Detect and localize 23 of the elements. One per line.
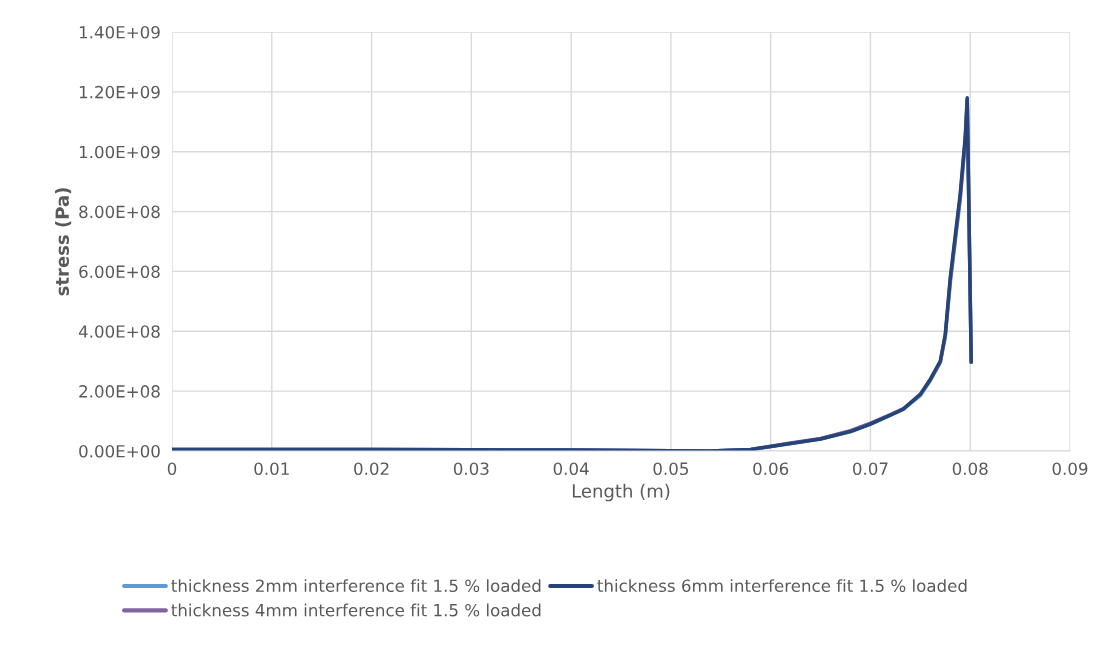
legend-label: thickness 6mm interference fit 1.5 % loaded (597, 579, 967, 593)
x-tick-label: 0.05 (653, 462, 688, 476)
y-tick-label: 6.00E+08 (79, 265, 160, 278)
x-tick-label: 0.07 (852, 462, 888, 476)
y-tick-label: 1.40E+09 (79, 25, 160, 39)
x-tick-label: 0.09 (1052, 462, 1088, 476)
x-tick-label: 0.08 (952, 462, 988, 476)
y-tick-label: 8.00E+08 (79, 205, 160, 219)
x-tick-label: 0.01 (254, 462, 289, 476)
y-tick-label: 4.00E+08 (78, 325, 160, 338)
legend-label: thickness 2mm interference fit 1.5 % loaded (171, 579, 541, 593)
x-tick-label: 0.03 (453, 462, 489, 476)
y-axis-title: stress (Pa) (55, 188, 72, 296)
y-tick-label: 2.00E+08 (79, 385, 160, 398)
y-tick-label: 1.00E+09 (79, 145, 160, 159)
y-tick-label: 0.00E+00 (79, 444, 160, 458)
x-tick-label: 0.02 (354, 462, 389, 476)
x-tick-label: 0.04 (553, 462, 589, 476)
legend-label: thickness 4mm interference fit 1.5 % loaded (171, 603, 541, 617)
y-tick-label: 1.20E+09 (79, 85, 160, 99)
x-axis-title: Length (m) (572, 483, 670, 502)
x-tick-label: 0 (167, 462, 177, 476)
x-tick-label: 0.06 (753, 462, 789, 476)
